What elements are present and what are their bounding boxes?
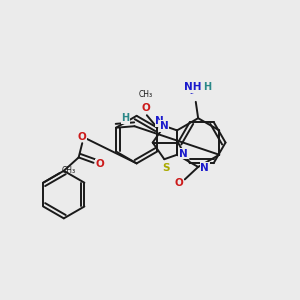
Text: O: O — [142, 103, 150, 113]
Text: NH: NH — [184, 82, 202, 92]
Text: O: O — [78, 132, 87, 142]
Text: N: N — [155, 116, 164, 127]
Text: O: O — [96, 159, 104, 169]
Text: CH₃: CH₃ — [139, 90, 153, 99]
Text: CH₃: CH₃ — [61, 166, 76, 175]
Text: S: S — [162, 163, 169, 172]
Text: N: N — [200, 163, 209, 173]
Text: O: O — [175, 178, 183, 188]
Text: N: N — [160, 121, 169, 131]
Text: H: H — [203, 82, 211, 92]
Text: imino: imino — [190, 93, 194, 94]
Text: H: H — [121, 113, 129, 123]
Text: N: N — [179, 148, 188, 159]
